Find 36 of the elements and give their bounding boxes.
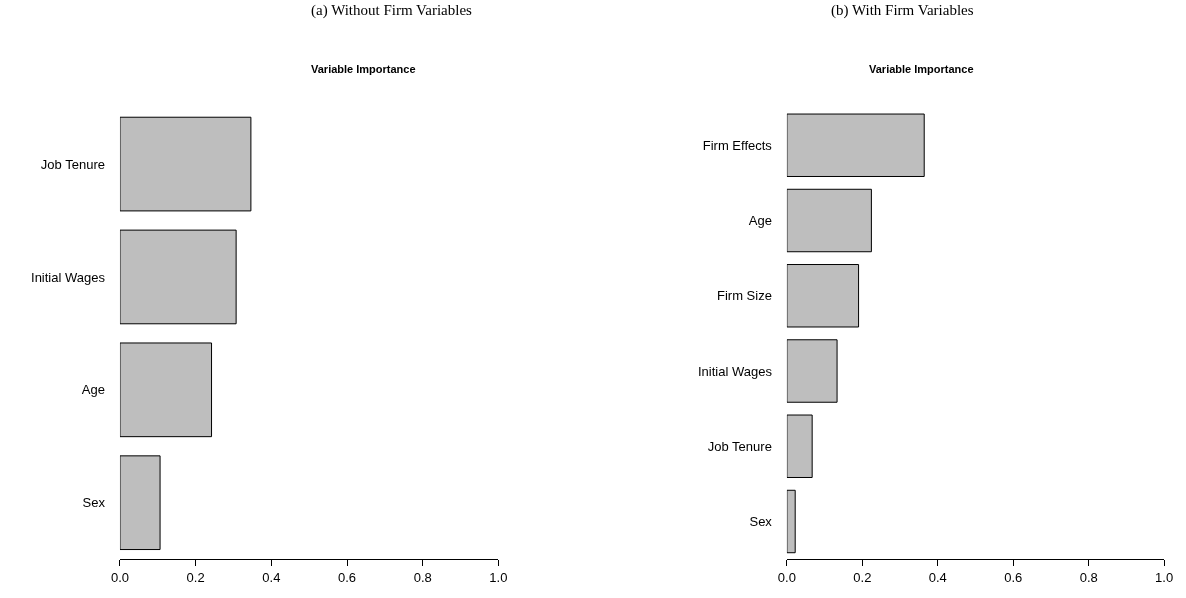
bar — [119, 116, 252, 212]
x-tick-label: 0.6 — [337, 569, 357, 585]
chart-title: (a) Without Firm Variables — [311, 2, 473, 19]
bar — [119, 229, 237, 325]
bar — [786, 489, 796, 554]
y-tick-label: Sex — [82, 495, 106, 511]
y-tick-label: Sex — [749, 514, 773, 530]
x-tick-label: 0.2 — [186, 569, 205, 585]
x-tick-label: 0.8 — [1079, 569, 1098, 585]
x-tick-label: 0.4 — [262, 569, 281, 585]
chart-subtitle: Variable Importance — [311, 63, 416, 75]
x-tick-label: 0.2 — [853, 569, 872, 585]
y-tick-label: Firm Size — [717, 288, 772, 304]
x-tick-label: 0.4 — [928, 569, 947, 585]
bar — [786, 414, 813, 478]
y-tick-label: Age — [81, 382, 105, 398]
bar — [786, 113, 925, 177]
chart-subtitle: Variable Importance — [869, 63, 974, 75]
bar — [119, 455, 161, 551]
x-tick-label: 0.8 — [413, 569, 432, 585]
x-tick-label: 0.0 — [110, 569, 129, 585]
y-tick-label: Firm Effects — [702, 137, 773, 153]
y-tick-label: Job Tenure — [707, 438, 772, 454]
x-tick-label: 1.0 — [489, 569, 508, 585]
x-tick-label: 1.0 — [1155, 569, 1174, 585]
bar — [119, 342, 213, 438]
y-tick-label: Initial Wages — [697, 363, 773, 379]
x-tick-label: 0.6 — [1004, 569, 1023, 585]
bar — [786, 188, 872, 253]
chart-title: (b) With Firm Variables — [831, 2, 974, 19]
y-tick-label: Initial Wages — [31, 269, 106, 285]
x-tick-label: 0.0 — [777, 569, 796, 585]
bar — [786, 264, 860, 328]
y-tick-label: Job Tenure — [40, 156, 105, 172]
bar — [786, 339, 838, 403]
y-tick-label: Age — [748, 213, 772, 229]
